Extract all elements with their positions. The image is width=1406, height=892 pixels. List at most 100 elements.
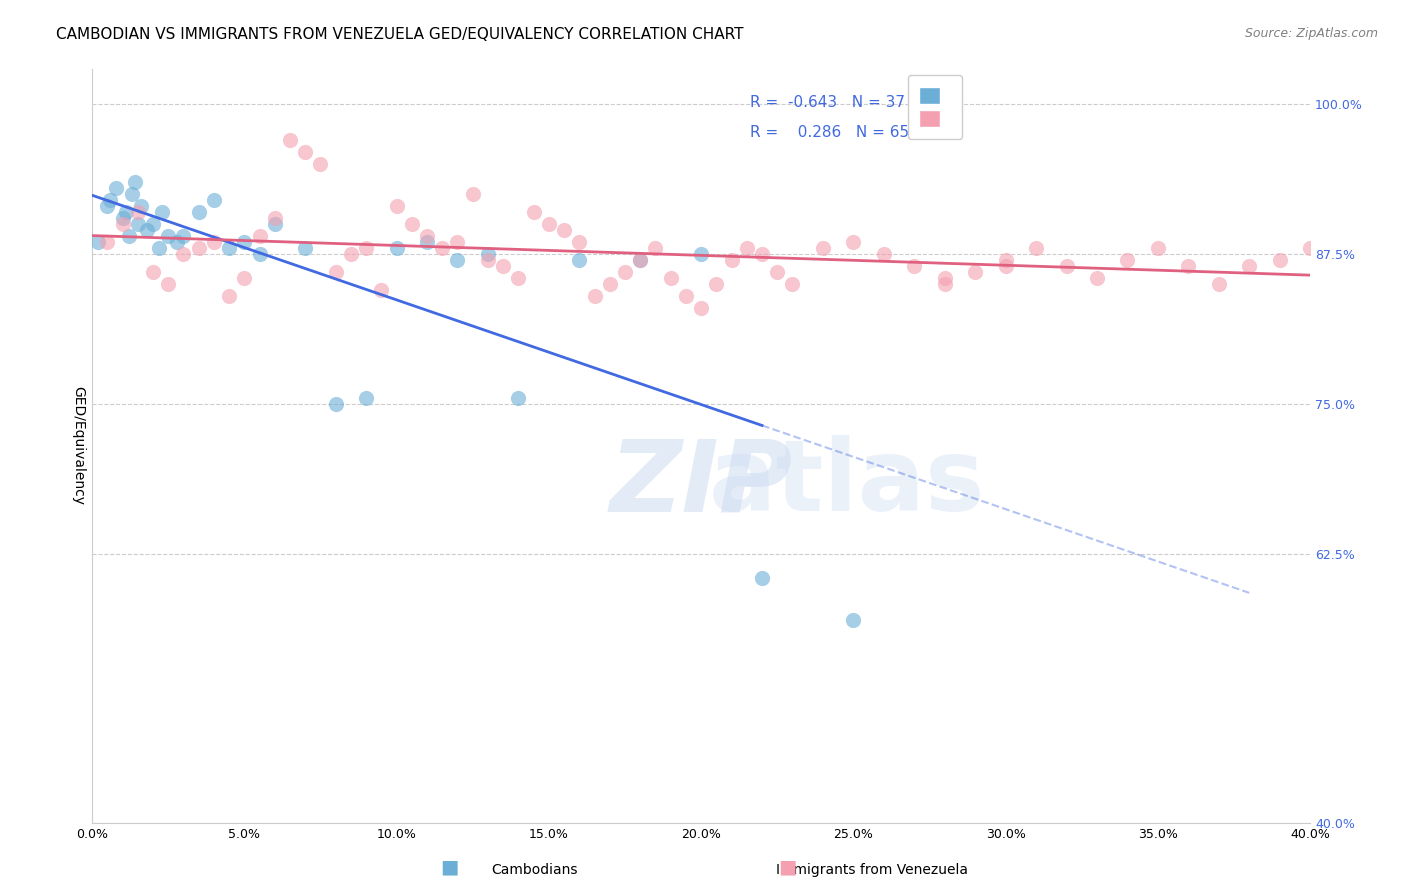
- Point: [523, 205, 546, 219]
- Point: [735, 241, 758, 255]
- Point: [416, 235, 439, 250]
- Point: [675, 289, 697, 303]
- Point: [354, 391, 377, 405]
- Point: [233, 271, 256, 285]
- Point: [263, 217, 285, 231]
- Point: [263, 211, 285, 226]
- Point: [704, 277, 727, 292]
- Point: [446, 235, 468, 250]
- Point: [432, 241, 454, 255]
- Point: [187, 241, 209, 255]
- Point: [105, 181, 128, 195]
- Point: [599, 277, 621, 292]
- Point: [1208, 277, 1230, 292]
- Point: [148, 241, 170, 255]
- Point: [1116, 253, 1139, 268]
- Point: [1299, 241, 1322, 255]
- Point: [994, 259, 1017, 273]
- Point: [568, 253, 591, 268]
- Point: [218, 241, 240, 255]
- Text: R =  -0.643   N = 37: R = -0.643 N = 37: [749, 95, 905, 110]
- Point: [135, 223, 157, 237]
- Point: [166, 235, 188, 250]
- Point: [934, 271, 956, 285]
- Point: [965, 265, 987, 279]
- Point: [127, 217, 149, 231]
- Text: atlas: atlas: [709, 435, 986, 533]
- Point: [249, 229, 271, 244]
- Point: [294, 145, 316, 160]
- Point: [202, 235, 225, 250]
- Point: [508, 271, 530, 285]
- Point: [1147, 241, 1170, 255]
- Point: [1085, 271, 1108, 285]
- Point: [690, 301, 713, 315]
- Point: [1268, 253, 1291, 268]
- Point: [127, 205, 149, 219]
- Point: [1056, 259, 1078, 273]
- Point: [568, 235, 591, 250]
- Point: [121, 187, 143, 202]
- Y-axis label: GED/Equivalency: GED/Equivalency: [72, 386, 86, 506]
- Point: [842, 235, 865, 250]
- Text: Immigrants from Venezuela: Immigrants from Venezuela: [776, 863, 967, 877]
- Point: [96, 235, 118, 250]
- Point: [129, 199, 152, 213]
- Point: [385, 241, 408, 255]
- Point: [218, 289, 240, 303]
- Point: [172, 247, 194, 261]
- Point: [87, 235, 110, 250]
- Point: [1177, 259, 1199, 273]
- Point: [553, 223, 575, 237]
- Point: [340, 247, 363, 261]
- Text: ■: ■: [778, 857, 797, 876]
- Point: [111, 211, 134, 226]
- Point: [873, 247, 896, 261]
- Point: [150, 205, 173, 219]
- Point: [492, 259, 515, 273]
- Point: [401, 217, 423, 231]
- Point: [202, 194, 225, 208]
- Text: ZIP: ZIP: [610, 435, 793, 533]
- Point: [157, 277, 180, 292]
- Point: [751, 571, 773, 585]
- Point: [583, 289, 606, 303]
- Point: [325, 397, 347, 411]
- Point: [903, 259, 925, 273]
- Point: [644, 241, 666, 255]
- Point: [446, 253, 468, 268]
- Text: ■: ■: [440, 857, 460, 876]
- Text: CAMBODIAN VS IMMIGRANTS FROM VENEZUELA GED/EQUIVALENCY CORRELATION CHART: CAMBODIAN VS IMMIGRANTS FROM VENEZUELA G…: [56, 27, 744, 42]
- Point: [751, 247, 773, 261]
- Point: [354, 241, 377, 255]
- Point: [233, 235, 256, 250]
- Point: [720, 253, 742, 268]
- Point: [111, 217, 134, 231]
- Point: [477, 247, 499, 261]
- Point: [614, 265, 637, 279]
- Point: [157, 229, 180, 244]
- Point: [690, 247, 713, 261]
- Legend: , : ,: [908, 76, 962, 138]
- Point: [659, 271, 682, 285]
- Point: [1025, 241, 1047, 255]
- Point: [124, 175, 146, 189]
- Point: [385, 199, 408, 213]
- Text: Source: ZipAtlas.com: Source: ZipAtlas.com: [1244, 27, 1378, 40]
- Point: [461, 187, 484, 202]
- Point: [811, 241, 834, 255]
- Point: [416, 229, 439, 244]
- Point: [477, 253, 499, 268]
- Point: [142, 217, 165, 231]
- Point: [994, 253, 1017, 268]
- Point: [142, 265, 165, 279]
- Point: [294, 241, 316, 255]
- Point: [114, 205, 136, 219]
- Point: [187, 205, 209, 219]
- Point: [117, 229, 139, 244]
- Text: R =    0.286   N = 65: R = 0.286 N = 65: [749, 125, 908, 140]
- Point: [172, 229, 194, 244]
- Point: [278, 133, 301, 147]
- Point: [842, 613, 865, 627]
- Point: [628, 253, 651, 268]
